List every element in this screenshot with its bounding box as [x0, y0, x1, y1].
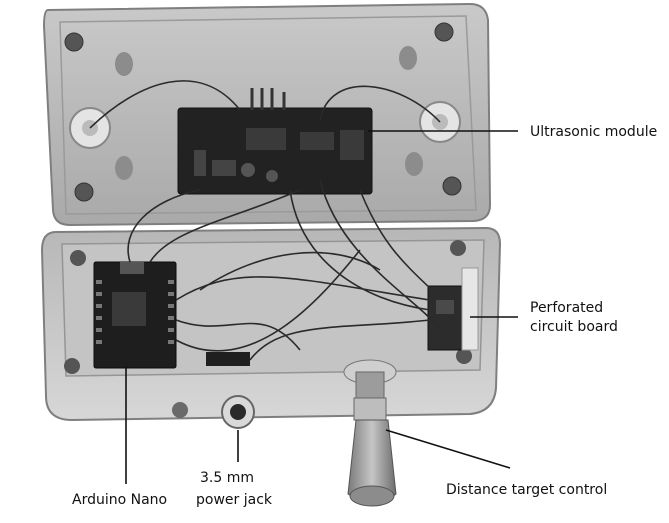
label-circuit-board: circuit board: [530, 319, 618, 335]
distance-knob: [343, 359, 397, 507]
power-jack: [221, 395, 255, 429]
label-power-jack: power jack: [196, 492, 273, 508]
screw-hole: [442, 176, 462, 196]
label-distance-target-control: Distance target control: [446, 482, 607, 498]
screw-hole: [74, 182, 94, 202]
label-arduino-nano: Arduino Nano: [72, 492, 167, 508]
label-ultrasonic-module: Ultrasonic module: [530, 124, 657, 140]
label-jack-size: 3.5 mm: [200, 470, 254, 486]
screw-hole: [434, 22, 454, 42]
ultrasonic-module-board: [177, 88, 373, 195]
perforated-circuit-board: [427, 267, 479, 351]
wiring: [89, 80, 441, 361]
arduino-nano-board: [93, 261, 177, 369]
switch-component: [206, 352, 250, 366]
callout-lines: [125, 130, 518, 484]
screw-hole: [64, 32, 84, 52]
leader-distance: [385, 429, 511, 469]
label-perforated: Perforated: [530, 300, 603, 316]
